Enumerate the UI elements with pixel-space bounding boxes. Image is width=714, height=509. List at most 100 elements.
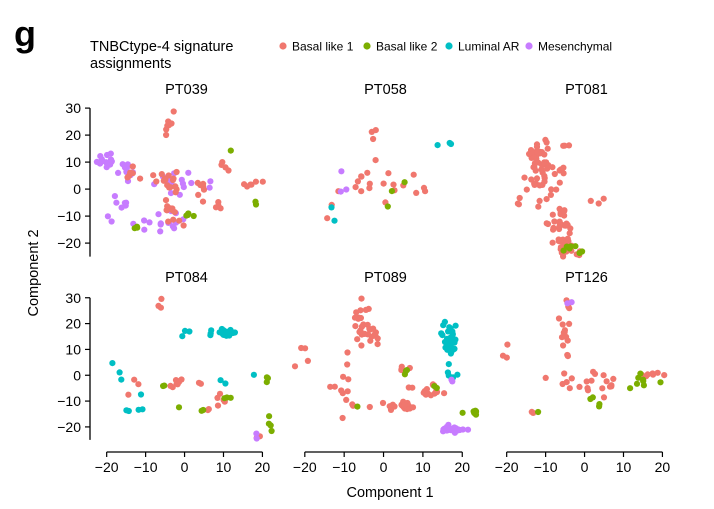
legend-label-2: Luminal AR <box>458 40 520 54</box>
point-PT039-8-9 <box>173 168 180 176</box>
point-PT039-13-1 <box>252 178 259 185</box>
point-PT058-0-0 <box>358 188 365 195</box>
point-PT126-2-2 <box>603 378 610 385</box>
point-PT058-0-3 <box>352 184 359 191</box>
point-PT084-21-1 <box>253 430 260 437</box>
point-PT039-10-4 <box>127 169 134 176</box>
legend-marker-1 <box>363 42 371 50</box>
panel-label: g <box>14 13 36 54</box>
point-PT089-11-7 <box>470 408 477 415</box>
point-PT089-1-16 <box>386 403 393 410</box>
y-axis-title: Component 2 <box>26 229 42 316</box>
point-PT089-0-3 <box>374 341 381 348</box>
point-PT084-15-2 <box>268 427 275 435</box>
point-PT039-4-4 <box>118 204 125 211</box>
point-PT081-2-20 <box>561 208 568 215</box>
point-PT039-8-12 <box>169 176 177 184</box>
point-PT126-0-14 <box>560 329 567 336</box>
point-PT081-1-19 <box>547 191 555 198</box>
point-PT058-0-2 <box>410 171 417 178</box>
facet-title-PT058: PT058 <box>364 82 407 98</box>
point-PT039-4-3 <box>123 199 130 206</box>
y-tick-label-PT039-0: 0 <box>73 181 81 197</box>
point-PT081-9-1 <box>579 248 586 255</box>
point-PT081-4-3 <box>560 164 567 171</box>
point-PT039-4-0 <box>113 199 120 206</box>
point-PT058-0-5 <box>364 169 371 176</box>
point-PT039-1-4 <box>115 169 122 176</box>
point-PT039-8-10 <box>164 182 171 189</box>
point-PT039-15-2 <box>150 172 157 179</box>
point-PT126-8-7 <box>635 374 642 381</box>
point-PT081-8-4 <box>560 247 567 254</box>
point-PT081-1-0 <box>533 175 541 182</box>
point-PT089-7-23 <box>440 322 447 329</box>
point-PT126-7-1 <box>528 408 535 415</box>
x-tick-label-PT084-20: 20 <box>255 459 271 475</box>
point-PT039-6-0 <box>155 211 162 218</box>
point-PT084-0-20 <box>227 326 234 334</box>
point-PT084-4-0 <box>116 369 123 376</box>
point-PT084-9-0 <box>214 402 222 409</box>
point-PT089-9-17 <box>456 426 463 434</box>
point-PT126-3-0 <box>584 385 591 392</box>
point-PT081-1-16 <box>536 197 543 204</box>
point-PT058-3-1 <box>422 188 429 195</box>
point-PT081-2-24 <box>556 224 563 231</box>
point-PT058-2-1 <box>380 180 387 187</box>
point-PT039-10-3 <box>124 174 131 181</box>
point-PT058-5-2 <box>384 203 391 210</box>
point-PT126-8-3 <box>627 385 634 392</box>
point-PT084-6-0 <box>250 371 257 378</box>
point-PT084-19-1 <box>160 382 167 390</box>
y-tick-label-PT084--20: −20 <box>57 419 81 435</box>
point-PT081-2-15 <box>549 211 556 218</box>
x-tick-label-PT089-20: 20 <box>454 459 470 475</box>
points-PT081 <box>514 136 607 260</box>
point-PT084-3-1 <box>139 406 146 413</box>
point-PT058-2-0 <box>390 181 397 188</box>
point-PT039-5-1 <box>167 190 175 197</box>
point-PT081-0-16 <box>533 141 541 148</box>
point-PT089-9-10 <box>464 426 472 433</box>
point-PT039-16-3 <box>183 212 190 219</box>
y-tick-label-PT084-30: 30 <box>65 290 81 306</box>
point-PT126-0-7 <box>561 370 568 377</box>
point-PT081-7-2 <box>561 142 568 149</box>
point-PT126-10-1 <box>589 394 596 401</box>
point-PT089-7-25 <box>452 322 459 329</box>
point-PT126-2-3 <box>583 378 590 385</box>
point-PT089-14-0 <box>354 403 361 410</box>
point-PT089-2-10 <box>441 390 448 397</box>
point-PT039-0-12 <box>104 151 111 159</box>
point-PT126-0-11 <box>555 315 563 322</box>
x-tick-label-PT084-10: 10 <box>216 459 232 475</box>
point-PT084-0-16 <box>216 329 223 336</box>
point-PT081-0-27 <box>526 150 533 158</box>
point-PT126-2-1 <box>599 385 606 392</box>
point-PT058-8-2 <box>343 186 350 193</box>
point-PT089-3-2 <box>366 403 373 411</box>
point-PT084-10-2 <box>158 295 165 302</box>
legend: TNBCtype-4 signature assignments Basal l… <box>90 39 612 72</box>
point-PT039-9-7 <box>164 203 171 210</box>
point-PT084-15-0 <box>266 413 273 420</box>
point-PT081-0-26 <box>539 161 546 168</box>
point-PT089-3-13 <box>343 396 350 403</box>
point-PT089-0-14 <box>372 332 379 339</box>
point-PT084-11-0 <box>125 391 132 398</box>
point-PT084-5-1 <box>217 377 224 384</box>
facet-PT089: PT089 −20 −10 0 10 20 <box>291 270 480 475</box>
point-PT081-1-1 <box>535 203 542 210</box>
point-PT058-0-9 <box>372 157 379 164</box>
point-PT089-1-18 <box>409 404 417 411</box>
x-tick-label-PT126-10: 10 <box>616 459 632 475</box>
point-PT058-7-0 <box>331 217 338 224</box>
point-PT058-0-7 <box>366 180 373 187</box>
legend-marker-3 <box>525 42 533 50</box>
point-PT081-3-24 <box>560 253 567 260</box>
point-PT089-5-1 <box>298 344 305 352</box>
point-PT089-10-1 <box>448 376 455 383</box>
y-tick-label-PT084--10: −10 <box>57 393 81 409</box>
